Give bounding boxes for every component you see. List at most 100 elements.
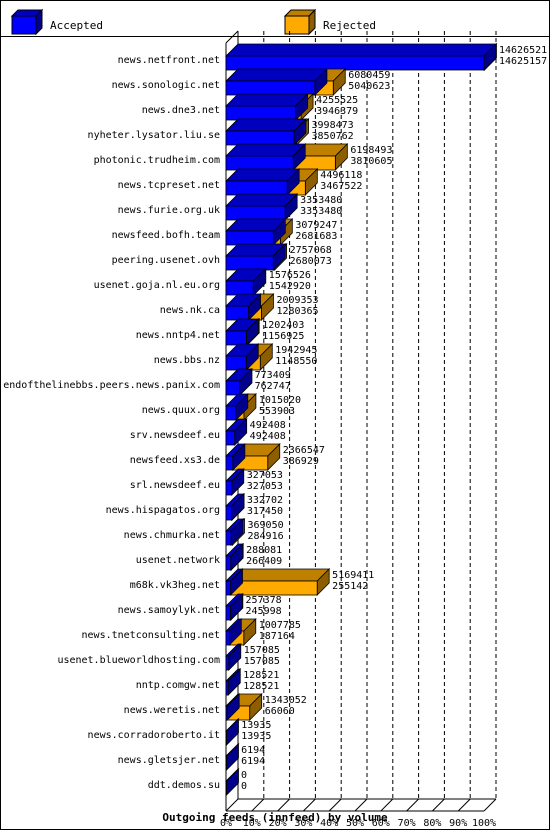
bar-accepted-8-front [225,255,274,271]
bar-accepted-1-front [225,80,316,96]
value-label-total: 128521 [243,670,279,681]
category-label: news.samoylyk.net [118,605,220,616]
category-label: endofthelinebbs.peers.news.panix.com [3,380,220,391]
x-tick-label: 0% [220,818,232,829]
bar-accepted-1-top [225,68,328,82]
bar-accepted-26-front [225,705,228,721]
category-label: photonic.trudheim.com [94,155,220,166]
chart-title: Outgoing feeds (innfeed) by volume [162,811,388,824]
value-label-accepted: 327053 [247,481,283,492]
value-label-accepted: 13935 [241,731,271,742]
x-tick-label: 20% [269,818,287,829]
value-label-total: 4255525 [316,95,358,106]
value-label-total: 3079247 [295,220,337,231]
bar-accepted-16-front [225,455,234,471]
value-label-accepted: 1280365 [276,306,318,317]
bar-accepted-21-front [225,580,231,596]
value-label-total: 327053 [247,470,283,481]
bar-accepted-15-front [225,430,236,446]
value-label-accepted: 5040623 [348,81,390,92]
x-axis: 0% 10% 20% 30% 40% 50% 60% 70% 80% 90% 100% [220,818,496,829]
category-label: news.weretis.net [124,705,220,716]
value-label-accepted: 6194 [241,756,265,767]
x-tick-label: 90% [449,818,467,829]
value-label-total: 3353480 [300,195,342,206]
category-label: nntp.comgw.net [136,680,220,691]
bar-accepted-13-front [225,380,240,396]
floor-tick-70 [406,798,419,812]
value-label-accepted: 762747 [255,381,291,392]
value-label-accepted: 255142 [332,581,368,592]
floor-tick-60 [380,798,394,812]
value-label-total: 13935 [241,720,271,731]
floor-corner-left [225,798,239,812]
value-label-total: 2366547 [283,445,325,456]
category-label: usenet.blueworldhosting.com [57,655,220,666]
value-label-total: 288081 [246,545,282,556]
legend-label-accepted: Accepted [50,19,103,32]
value-label-accepted: 66060 [265,706,295,717]
category-label: news.furie.org.uk [118,205,220,216]
value-label-accepted: 14625157 [499,56,547,67]
category-label: news.gletsjer.net [118,755,220,766]
bar-accepted-24-front [225,655,230,671]
bar-accepted-10-front [225,305,249,321]
value-label-accepted: 386929 [283,456,319,467]
value-label-accepted: 2681683 [295,231,337,242]
x-tick-label: 10% [243,818,261,829]
bar-accepted-20-front [225,555,232,571]
value-label-accepted: 3850762 [312,131,354,142]
value-label-total: 1015020 [259,395,301,406]
category-label: news.tcpreset.net [118,180,220,191]
value-label-accepted: 3946379 [316,106,358,117]
value-label-total: 1576526 [269,270,311,281]
value-label-total: 2757068 [290,245,332,256]
category-label: nyheter.lysator.liu.se [88,130,220,141]
bar-accepted-7-front [225,230,274,246]
category-label: peering.usenet.ovh [112,255,220,266]
wall-corner-top [225,30,239,44]
value-label-accepted: 317450 [247,506,283,517]
value-label-total: 2009353 [276,295,318,306]
bar-accepted-6-front [225,205,286,221]
value-label-total: 773409 [255,370,291,381]
bar-accepted-4-front [225,155,294,171]
bar-accepted-4-top [225,143,307,157]
bar-accepted-23-front [225,630,230,646]
category-label: newsfeed.xs3.de [130,455,220,466]
category-labels: news.netfront.net news.sonologic.net news.… [3,55,220,791]
value-label-total: 14626521 [499,45,547,56]
value-label-accepted: 3353480 [300,206,342,217]
bar-accepted-17-front [225,480,233,496]
category-label: usenet.goja.nl.eu.org [94,280,220,291]
value-label-total: 3998473 [312,120,354,131]
legend-swatch [284,15,310,35]
value-label-total: 4496118 [320,170,362,181]
bar-accepted-28-front [225,755,227,771]
value-label-accepted: 0 [241,781,247,792]
x-tick-label: 80% [423,818,441,829]
category-label: news.sonologic.net [112,80,220,91]
bar-accepted-2-top [225,93,309,107]
value-label-total: 1202403 [262,320,304,331]
value-label-total: 6080459 [348,70,390,81]
bar-accepted-9-front [225,280,254,296]
x-tick-label: 70% [398,818,416,829]
bar-accepted-12-front [225,355,247,371]
category-label: newsfeed.bofh.team [112,230,220,241]
category-label: news.tnetconsulting.net [82,630,220,641]
bar-rejected-21-front [230,580,318,596]
floor-tick-20 [277,798,290,812]
category-label: news.quux.org [142,405,220,416]
legend-swatch [11,15,37,35]
value-label-accepted: 492408 [250,431,286,442]
bar-accepted-29-front [225,780,227,796]
category-label: srv.newsdeef.eu [130,430,220,441]
legend: Accepted Rejected [10,8,376,36]
x-tick-label: 50% [346,818,364,829]
bar-accepted-3-front [225,130,295,146]
value-label-accepted: 1148550 [275,356,317,367]
floor-tick-90 [457,798,471,812]
bar-accepted-18-front [225,505,232,521]
